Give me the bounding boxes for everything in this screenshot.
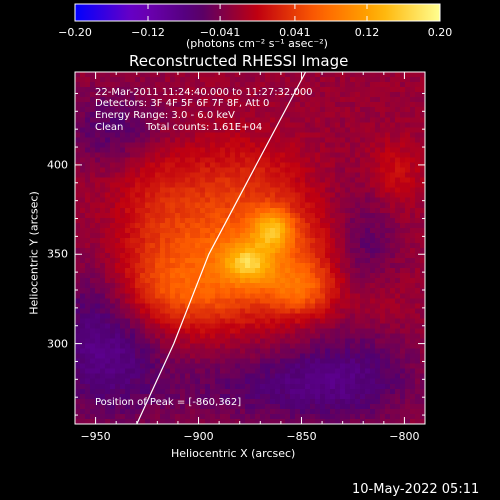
detectors-annotation: Detectors: 3F 4F 5F 6F 7F 8F, Att 0 xyxy=(95,98,270,109)
y-axis-label: Heliocentric Y (arcsec) xyxy=(27,191,41,315)
colorbar-tick-label: 0.041 xyxy=(279,26,311,39)
x-tick-label: −900 xyxy=(183,430,214,443)
colorbar xyxy=(74,3,441,22)
generation-timestamp: 10-May-2022 05:11 xyxy=(352,482,480,497)
time-range-annotation: 22-Mar-2011 11:24:40.000 to 11:27:32.000 xyxy=(95,87,313,98)
chart-title: Reconstructed RHESSI Image xyxy=(129,52,349,70)
x-tick-label: −800 xyxy=(389,430,420,443)
x-axis-label: Heliocentric X (arcsec) xyxy=(171,447,296,460)
colorbar-tick-label: −0.20 xyxy=(58,26,92,39)
colorbar-tick-label: −0.12 xyxy=(131,26,165,39)
y-tick-label: 300 xyxy=(47,337,68,351)
x-tick-label: −950 xyxy=(80,430,111,443)
colorbar-tick-label: 0.12 xyxy=(354,26,380,39)
energy-annotation: Energy Range: 3.0 - 6.0 keV xyxy=(95,110,235,121)
colorbar-tick-label: 0.20 xyxy=(427,26,453,39)
y-tick-label: 400 xyxy=(47,158,68,172)
heatmap-image xyxy=(75,72,425,424)
colorbar-unit-label: (photons cm⁻² s⁻¹ asec⁻²) xyxy=(186,37,328,50)
counts-annotation: Total counts: 1.61E+04 xyxy=(146,122,263,133)
x-tick-label: −850 xyxy=(286,430,317,443)
peak-annotation: Position of Peak = [-860,362] xyxy=(95,397,242,408)
method-annotation: Clean xyxy=(95,122,124,133)
plot-frame xyxy=(74,71,426,425)
y-tick-label: 350 xyxy=(47,247,68,261)
solar-limb-curve xyxy=(136,71,307,424)
colorbar-tick-label: −0.041 xyxy=(199,26,241,39)
